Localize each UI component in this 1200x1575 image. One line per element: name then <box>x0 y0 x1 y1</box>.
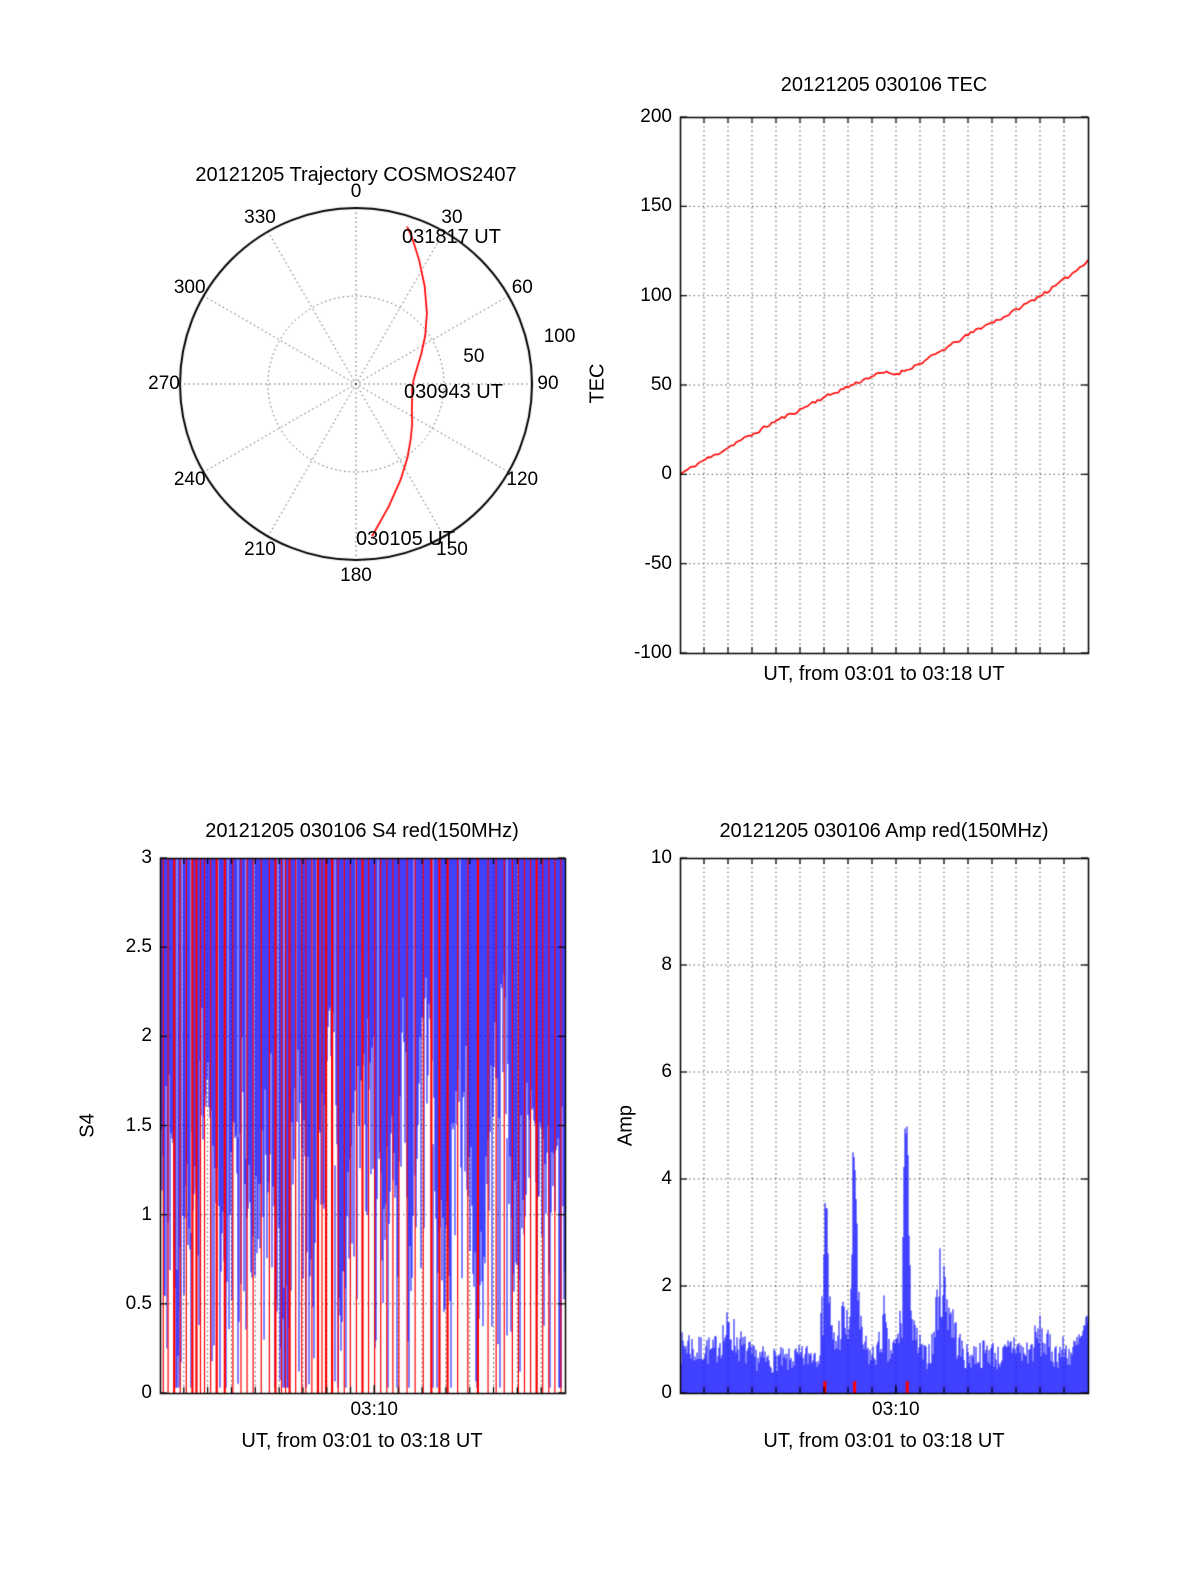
s4-ytick-2.5: 2.5 <box>125 936 152 958</box>
tec-ytick-100: 100 <box>640 284 672 306</box>
tec-ytick--100: -100 <box>633 642 672 663</box>
amp-y-axis-label: Amp <box>614 1104 637 1147</box>
tec-ytick--50: -50 <box>644 552 672 574</box>
s4-ytick-1: 1 <box>141 1203 152 1225</box>
tec-x-axis-label: UT, from 03:01 to 03:18 UT <box>763 663 1005 685</box>
tec-ytick-150: 150 <box>640 195 672 217</box>
polar-azimuth-label-30: 30 <box>441 206 463 228</box>
amp-ytick-2: 2 <box>661 1275 672 1296</box>
tec-title: 20121205 030106 TEC <box>780 74 988 96</box>
s4-x-axis-label: UT, from 03:01 to 03:18 UT <box>241 1430 483 1452</box>
trajectory-title: 20121205 Trajectory COSMOS2407 <box>195 164 517 186</box>
polar-radial-label-50: 50 <box>463 345 485 367</box>
amp-title: 20121205 030106 Amp red(150MHz) <box>719 820 1049 842</box>
tec-ytick-200: 200 <box>640 106 672 127</box>
polar-azimuth-label-240: 240 <box>173 469 206 490</box>
amp-x-axis-label: UT, from 03:01 to 03:18 UT <box>763 1430 1005 1452</box>
polar-azimuth-label-120: 120 <box>506 469 539 490</box>
s4-ytick-0.5: 0.5 <box>125 1292 152 1314</box>
amp-ytick-8: 8 <box>661 954 672 975</box>
amp-ytick-0: 0 <box>661 1382 672 1403</box>
polar-azimuth-label-180: 180 <box>340 565 372 586</box>
polar-azimuth-label-90: 90 <box>537 373 559 394</box>
amp-xtick-03:10: 03:10 <box>872 1399 920 1420</box>
polar-azimuth-label-300: 300 <box>173 277 206 298</box>
amp-ytick-4: 4 <box>661 1168 672 1189</box>
tec-ytick-50: 50 <box>650 374 672 395</box>
s4-ytick-0: 0 <box>141 1382 152 1403</box>
polar-azimuth-label-0: 0 <box>350 181 362 202</box>
polar-azimuth-label-330: 330 <box>244 206 276 228</box>
trajectory-annotation-end: 030105 UT <box>356 528 455 550</box>
polar-azimuth-label-60: 60 <box>511 277 533 298</box>
amp-ytick-10: 10 <box>650 847 672 868</box>
polar-radial-label-100: 100 <box>543 325 576 347</box>
polar-azimuth-label-210: 210 <box>244 539 276 561</box>
s4-ytick-2: 2 <box>141 1025 152 1047</box>
s4-title: 20121205 030106 S4 red(150MHz) <box>205 820 519 842</box>
amp-ytick-6: 6 <box>661 1061 672 1082</box>
polar-azimuth-label-150: 150 <box>436 539 468 561</box>
s4-ytick-1.5: 1.5 <box>125 1114 152 1136</box>
trajectory-annotation-mid: 030943 UT <box>404 381 503 403</box>
tec-ytick-0: 0 <box>661 463 672 485</box>
s4-ytick-3: 3 <box>141 847 152 868</box>
trajectory-annotation-start: 031817 UT <box>402 226 501 248</box>
polar-azimuth-label-270: 270 <box>148 373 180 394</box>
s4-xtick-03:10: 03:10 <box>350 1399 398 1420</box>
